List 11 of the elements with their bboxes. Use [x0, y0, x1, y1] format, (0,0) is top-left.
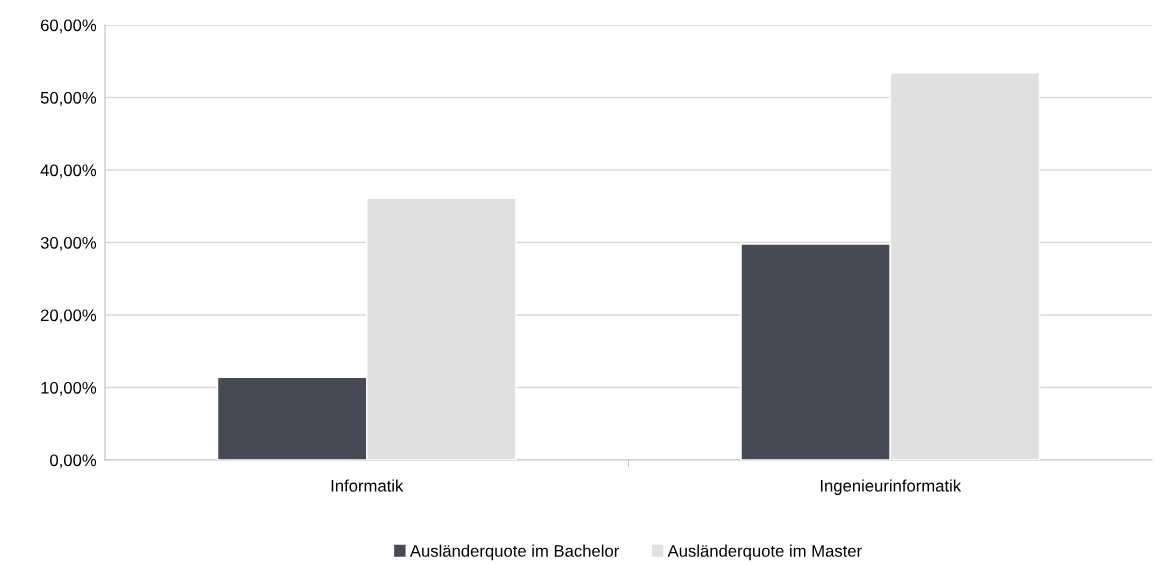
- y-tick-label: 60,00%: [40, 19, 97, 34]
- x-tick-label: Ingenieurinformatik: [820, 479, 962, 495]
- x-tick-label: Informatik: [331, 479, 404, 492]
- y-tick-label: 20,00%: [40, 309, 97, 324]
- y-tick-label: 30,00%: [40, 236, 97, 251]
- legend-label: Ausländerquote im Master: [667, 544, 862, 561]
- y-tick-label: 10,00%: [41, 381, 97, 396]
- y-tick-label: 0,00%: [50, 454, 97, 469]
- legend-label: Ausländerquote im Bachelor: [409, 544, 619, 561]
- y-tick-label: 40,00%: [40, 164, 97, 179]
- y-tick-label: 50,00%: [40, 91, 97, 106]
